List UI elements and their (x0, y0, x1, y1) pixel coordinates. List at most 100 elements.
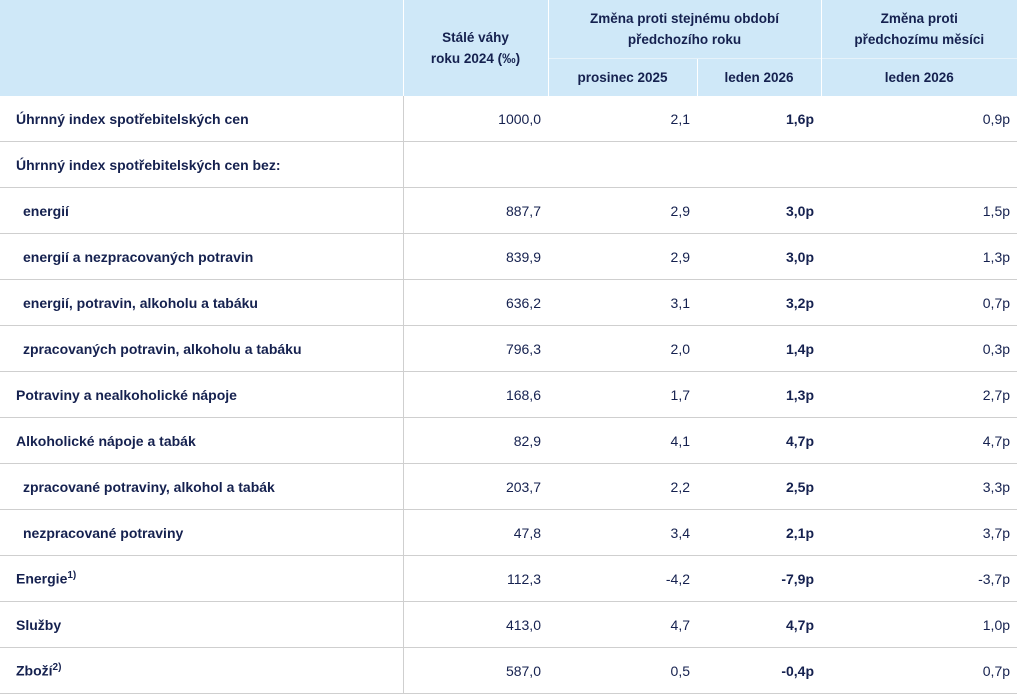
value-cell: 3,2p (697, 279, 822, 326)
row-label: zpracovaných potravin, alkoholu a tabáku (0, 325, 404, 372)
row-label-text: Služby (16, 616, 62, 633)
header-weights: Stálé váhy roku 2024 (‰) (402, 0, 548, 96)
value-cell (548, 141, 697, 188)
value-cell: 3,0p (697, 233, 822, 280)
value-cell: -0,4p (697, 647, 822, 694)
header-column: leden 2026 (820, 58, 1017, 96)
header-text: předchozímu měsíci (854, 32, 985, 47)
table-header: Stálé váhy roku 2024 (‰) Změna proti stej… (0, 0, 1017, 96)
table-row: nezpracované potraviny 47,8 3,4 2,1p 3,7p (0, 509, 1017, 556)
value-cell: 3,0p (697, 187, 822, 234)
value-cell: 168,6 (403, 371, 548, 418)
value-cell: 636,2 (403, 279, 548, 326)
row-label: Úhrnný index spotřebitelských cen (0, 96, 404, 142)
value-cell: 3,3p (821, 463, 1017, 510)
value-cell: 3,1 (548, 279, 697, 326)
value-cell: -7,9p (697, 555, 822, 602)
value-cell: 887,7 (403, 187, 548, 234)
value-cell: -4,2 (548, 555, 697, 602)
row-label: Potraviny a nealkoholické nápoje (0, 371, 404, 418)
value-cell: 839,9 (403, 233, 548, 280)
table-row: energií a nezpracovaných potravin 839,9 2,… (0, 233, 1017, 280)
header-yoy: Změna proti stejnému období předchozího r… (547, 0, 822, 59)
value-cell: 1,6p (697, 96, 822, 142)
row-label: Alkoholické nápoje a tabák (0, 417, 404, 464)
header-row: prosinec 2025 leden 2026 leden 2026 (0, 58, 1017, 96)
row-label-text: energií a nezpracovaných potravin (23, 248, 254, 265)
row-label: energií a nezpracovaných potravin (0, 233, 404, 280)
value-cell: 2,2 (548, 463, 697, 510)
row-label-text: zpracované potraviny, alkohol a tabák (23, 478, 275, 495)
row-label-text: energií, potravin, alkoholu a tabáku (23, 294, 258, 311)
header-text: Stálé váhy (442, 30, 509, 45)
value-cell: 0,7p (821, 647, 1017, 694)
value-cell: 3,4 (548, 509, 697, 556)
header-text: roku 2024 (‰) (430, 51, 521, 66)
row-label: Zboží2) (0, 647, 404, 694)
value-cell: 1,3p (821, 233, 1017, 280)
row-label-text: zpracovaných potravin, alkoholu a tabáku (23, 340, 302, 357)
value-cell: 0,7p (821, 279, 1017, 326)
table-row: energií, potravin, alkoholu a tabáku 636,… (0, 279, 1017, 326)
table-body: Úhrnný index spotřebitelských cen 1000,0 2… (0, 96, 1017, 694)
table-row: Energie1) 112,3 -4,2 -7,9p -3,7p (0, 555, 1017, 602)
header-column: prosinec 2025 (547, 58, 697, 96)
value-cell: 4,7 (548, 601, 697, 648)
value-cell: 413,0 (403, 601, 548, 648)
value-cell: 2,0 (548, 325, 697, 372)
row-label-text: Úhrnný index spotřebitelských cen bez: (16, 156, 281, 173)
header-empty (0, 0, 403, 96)
value-cell: 2,9 (548, 233, 697, 280)
table-row: Potraviny a nealkoholické nápoje 168,6 1,7… (0, 371, 1017, 418)
table-row: Služby 413,0 4,7 4,7p 1,0p (0, 601, 1017, 648)
value-cell: 2,9 (548, 187, 697, 234)
header-column: leden 2026 (696, 58, 822, 96)
row-label: Úhrnný index spotřebitelských cen bez: (0, 141, 404, 188)
row-label-text: energií (23, 202, 69, 219)
value-cell: 82,9 (403, 417, 548, 464)
value-cell: 796,3 (403, 325, 548, 372)
table-row: zpracované potraviny, alkohol a tabák 203… (0, 463, 1017, 510)
value-cell: 0,9p (821, 96, 1017, 142)
footnote-mark: 2) (52, 662, 62, 674)
header-text: Změna proti stejnému období (590, 11, 780, 26)
value-cell: 1,7 (548, 371, 697, 418)
row-label-text: Alkoholické nápoje a tabák (16, 432, 196, 449)
value-cell: 3,7p (821, 509, 1017, 556)
row-label: Energie1) (0, 555, 404, 602)
row-label-text: Zboží (16, 662, 53, 679)
value-cell: 0,5 (548, 647, 697, 694)
header-text: předchozího roku (627, 32, 742, 47)
table-row: Úhrnný index spotřebitelských cen 1000,0 2… (0, 96, 1017, 142)
value-cell: 2,1 (548, 96, 697, 142)
value-cell: 4,7p (697, 601, 822, 648)
value-cell: 4,7p (697, 417, 822, 464)
row-label: nezpracované potraviny (0, 509, 404, 556)
value-cell (403, 141, 548, 188)
value-cell: 1,3p (697, 371, 822, 418)
row-label-text: Energie (16, 570, 68, 587)
row-label: energií, potravin, alkoholu a tabáku (0, 279, 404, 326)
table-row: Zboží2) 587,0 0,5 -0,4p 0,7p (0, 647, 1017, 694)
row-label-text: nezpracované potraviny (23, 524, 184, 541)
row-label: energií (0, 187, 404, 234)
row-label-text: Potraviny a nealkoholické nápoje (16, 386, 237, 403)
value-cell: 203,7 (403, 463, 548, 510)
value-cell (821, 141, 1017, 188)
header-mom: Změna proti předchozímu měsíci (820, 0, 1017, 59)
value-cell: 0,3p (821, 325, 1017, 372)
table-row: Úhrnný index spotřebitelských cen bez: (0, 141, 1017, 188)
table-row: energií 887,7 2,9 3,0p 1,5p (0, 187, 1017, 234)
value-cell: 2,1p (697, 509, 822, 556)
value-cell: 47,8 (403, 509, 548, 556)
value-cell: 112,3 (403, 555, 548, 602)
row-label-text: Úhrnný index spotřebitelských cen (16, 110, 249, 127)
value-cell: 4,1 (548, 417, 697, 464)
value-cell: 1,5p (821, 187, 1017, 234)
row-label: Služby (0, 601, 404, 648)
table-row: Alkoholické nápoje a tabák 82,9 4,1 4,7p 4,7… (0, 417, 1017, 464)
value-cell: -3,7p (821, 555, 1017, 602)
